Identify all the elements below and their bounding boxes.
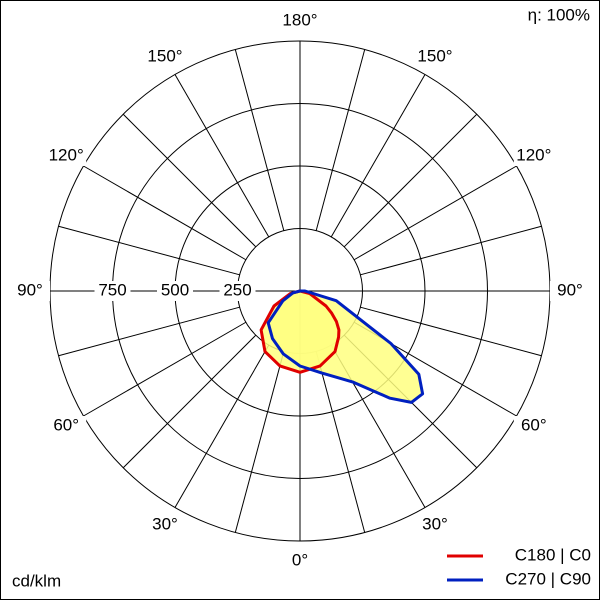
spoke [330,74,426,238]
label-bg [280,551,320,571]
angle-label: 90° [17,280,43,299]
efficiency-label: η: 100% [528,5,590,24]
spoke [122,113,257,248]
label-bg [46,416,87,436]
label-bg [415,514,455,535]
legend-label: C270 | C90 [505,569,591,588]
spoke [122,334,257,469]
label-bg [415,47,455,68]
spoke [353,165,517,261]
angle-label: 30° [152,514,178,533]
curve [266,289,425,404]
legend-label: C180 | C0 [515,545,591,564]
label-bg [94,281,131,301]
spoke [58,306,240,357]
unit-label: cd/klm [12,571,61,590]
spoke [360,306,542,357]
angle-label: 150° [147,47,182,66]
spoke [343,113,478,248]
r-tick-label: 750 [98,280,126,299]
spoke [315,49,366,231]
label-bg [513,416,554,436]
spoke [174,74,270,238]
label-bg [157,281,193,301]
label-bg [219,281,256,301]
angle-label: 120° [516,145,551,164]
r-tick-label: 250 [223,280,251,299]
spoke [83,321,247,417]
spoke [58,225,240,276]
angle-label: 60° [521,415,547,434]
angle-label: 30° [422,514,448,533]
spoke [83,165,247,261]
angle-label: 60° [53,415,79,434]
curve [259,289,341,374]
spoke [234,351,285,533]
angle-label: 90° [557,280,583,299]
spoke [315,351,366,533]
label-bg [145,514,185,535]
label-bg [46,146,87,166]
angle-label: 0° [292,550,308,569]
label-bg [145,47,185,68]
r-tick-label: 500 [161,280,189,299]
spoke [174,344,270,508]
label-bg [513,146,554,166]
spoke [234,49,285,231]
angle-label: 150° [417,47,452,66]
curve-fill [268,291,423,403]
angle-label: 180° [282,10,317,29]
label-bg [10,281,50,301]
label-bg [550,281,590,301]
spoke [360,225,542,276]
label-bg [280,11,320,31]
angle-label: 120° [49,145,84,164]
